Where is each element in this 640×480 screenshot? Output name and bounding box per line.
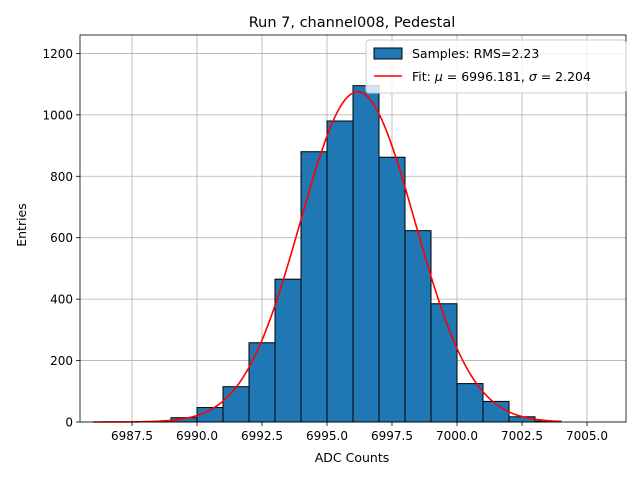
legend-fit-sigma-text: = 2.204: [537, 69, 591, 84]
legend-label-fit: Fit: μ = 6996.181, σ = 2.204: [412, 69, 591, 84]
histogram-bar: [430, 303, 458, 423]
x-tick-label: 6992.5: [241, 429, 283, 443]
fit-curve-layer: [93, 91, 562, 423]
x-tick-label: 6997.5: [371, 429, 413, 443]
legend-fit-sigma-symbol: σ: [529, 69, 538, 84]
plot-frame: [79, 34, 627, 423]
y-tick-label: 200: [50, 354, 73, 368]
x-axis-label: ADC Counts: [315, 450, 390, 465]
x-tick-label: 7002.5: [501, 429, 543, 443]
histogram-bar: [300, 151, 328, 423]
y-tick-label: 0: [65, 416, 73, 430]
x-tick-label: 6990.0: [176, 429, 218, 443]
legend-label-samples: Samples: RMS=2.23: [412, 46, 539, 61]
histogram-bar: [352, 85, 380, 423]
x-tick-label: 6987.5: [111, 429, 153, 443]
legend-fit-prefix: Fit:: [412, 69, 435, 84]
x-axis-ticks: 6987.5 6990.0 6992.5 6995.0 6997.5 7000.0 7002…: [111, 422, 608, 443]
y-tick-label: 400: [50, 293, 73, 307]
y-tick-label: 1200: [42, 47, 73, 61]
chart-title: Run 7, channel008, Pedestal: [249, 15, 456, 31]
legend-fit-mu-symbol: μ: [434, 69, 443, 84]
x-tick-label: 7005.0: [566, 429, 608, 443]
y-tick-label: 1000: [42, 108, 73, 122]
x-tick-label: 6995.0: [306, 429, 348, 443]
histogram-bar: [326, 120, 354, 423]
legend-box: [365, 39, 627, 94]
y-tick-label: 800: [50, 170, 73, 184]
histogram-bar: [404, 230, 432, 423]
histogram-bars: [144, 85, 562, 423]
histogram-bar: [274, 278, 302, 423]
legend-fit-mu-text: = 6996.181,: [443, 69, 529, 84]
histogram-bar: [456, 383, 484, 423]
y-axis-ticks: 0 200 400 600 800 1000 1200: [42, 47, 80, 430]
fit-curve: [93, 91, 562, 423]
x-tick-label: 7000.0: [436, 429, 478, 443]
histogram-bar: [378, 156, 406, 423]
y-axis-label: Entries: [14, 203, 29, 247]
y-tick-label: 600: [50, 231, 73, 245]
legend: Samples: RMS=2.23 Fit: μ = 6996.181, σ =…: [365, 39, 627, 94]
legend-swatch-samples: [373, 47, 403, 60]
histogram-bar: [222, 386, 250, 423]
histogram-bar: [248, 342, 276, 423]
